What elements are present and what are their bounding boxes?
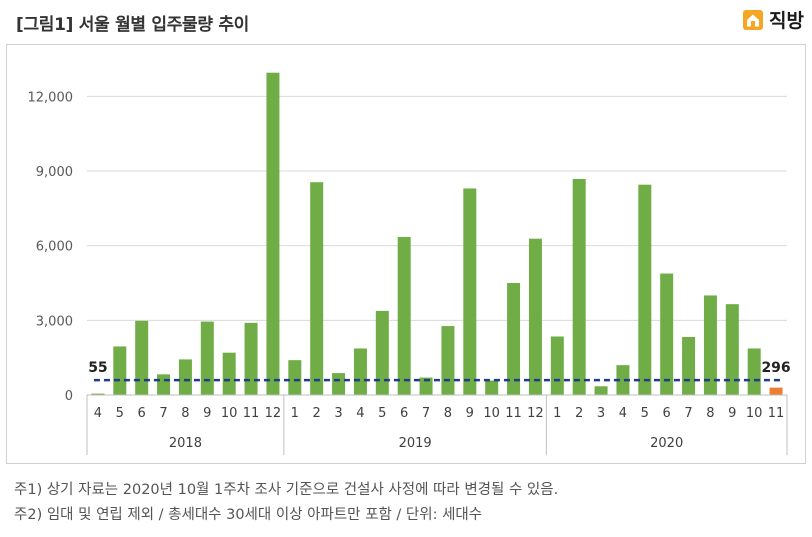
bar bbox=[332, 373, 346, 395]
x-tick-label: 8 bbox=[444, 406, 452, 421]
x-tick-label: 5 bbox=[116, 406, 124, 421]
house-logo-icon bbox=[743, 9, 764, 30]
year-label: 2019 bbox=[399, 436, 432, 451]
x-tick-label: 3 bbox=[597, 406, 605, 421]
bar bbox=[91, 393, 105, 395]
x-tick-label: 1 bbox=[553, 406, 561, 421]
bar bbox=[682, 337, 696, 395]
bar bbox=[769, 387, 783, 395]
chart-title: [그림1] 서울 월별 입주물량 추이 bbox=[16, 15, 250, 35]
x-tick-label: 7 bbox=[684, 406, 692, 421]
x-tick-label: 12 bbox=[527, 406, 544, 421]
bar bbox=[157, 374, 171, 395]
bar bbox=[113, 346, 127, 395]
bar bbox=[528, 238, 542, 395]
brand-logo: 직방 bbox=[742, 6, 804, 33]
bar bbox=[375, 310, 389, 395]
x-tick-label: 6 bbox=[400, 406, 408, 421]
x-tick-label: 6 bbox=[138, 406, 146, 421]
gridlines bbox=[87, 95, 787, 321]
bar bbox=[310, 182, 324, 395]
x-tick-label: 10 bbox=[221, 406, 238, 421]
bar bbox=[288, 360, 302, 395]
bars bbox=[91, 72, 783, 395]
x-tick-label: 10 bbox=[746, 406, 763, 421]
bar bbox=[244, 322, 258, 395]
x-tick-label: 9 bbox=[203, 406, 211, 421]
bar bbox=[441, 326, 455, 395]
x-tick-label: 9 bbox=[728, 406, 736, 421]
y-tick-label: 9,000 bbox=[36, 165, 73, 180]
bar bbox=[725, 304, 739, 395]
x-tick-label: 11 bbox=[243, 406, 260, 421]
x-tick-label: 4 bbox=[94, 406, 102, 421]
x-tick-label: 5 bbox=[378, 406, 386, 421]
chart-panel: 0 3,000 6,000 9,000 12,000 55 296 4 5 6 7 8 9 10 11 1… bbox=[6, 44, 806, 464]
bar bbox=[485, 380, 499, 395]
annotations: 55 296 bbox=[88, 360, 790, 376]
x-tick-label: 4 bbox=[619, 406, 627, 421]
bar bbox=[200, 321, 214, 395]
x-tick-label: 7 bbox=[159, 406, 167, 421]
year-label: 2018 bbox=[169, 436, 202, 451]
bar bbox=[266, 72, 280, 395]
bar bbox=[397, 236, 411, 395]
bar bbox=[353, 348, 367, 395]
annotation-label: 296 bbox=[761, 360, 790, 376]
y-tick-label: 6,000 bbox=[36, 240, 73, 255]
bar bbox=[463, 188, 477, 395]
footnote-2: 주2) 임대 및 연립 제외 / 총세대수 30세대 이상 아파트만 포함 / … bbox=[14, 507, 483, 523]
x-tick-label: 6 bbox=[663, 406, 671, 421]
x-tick-label: 12 bbox=[265, 406, 282, 421]
logo-text: 직방 bbox=[769, 10, 804, 32]
bar bbox=[616, 365, 630, 395]
x-axis: 4 5 6 7 8 9 10 11 12 1 2 3 4 5 6 7 8 9 10 11 12 1 2 3 4 5 6 7 8 9 10 11… bbox=[86, 394, 788, 455]
bar bbox=[178, 359, 192, 395]
bar bbox=[222, 352, 236, 395]
x-tick-label: 11 bbox=[768, 406, 785, 421]
x-tick-label: 8 bbox=[181, 406, 189, 421]
y-axis-ticks: 0 3,000 6,000 9,000 12,000 bbox=[28, 90, 74, 404]
year-label: 2020 bbox=[650, 436, 683, 451]
bar bbox=[747, 348, 761, 395]
y-tick-label: 0 bbox=[65, 389, 73, 404]
x-tick-label: 2 bbox=[313, 406, 321, 421]
y-tick-label: 12,000 bbox=[28, 90, 74, 105]
x-tick-label: 11 bbox=[505, 406, 522, 421]
footnotes: 주1) 상기 자료는 2020년 10월 1주차 조사 기준으로 건설사 사정에… bbox=[14, 478, 558, 528]
annotation-label: 55 bbox=[88, 360, 107, 376]
x-tick-label: 8 bbox=[706, 406, 714, 421]
bar bbox=[419, 377, 433, 395]
x-tick-label: 1 bbox=[291, 406, 299, 421]
bar bbox=[638, 184, 652, 395]
bar bbox=[507, 283, 521, 395]
x-tick-label: 10 bbox=[483, 406, 500, 421]
x-tick-label: 5 bbox=[641, 406, 649, 421]
bar bbox=[135, 320, 149, 395]
x-tick-label: 4 bbox=[356, 406, 364, 421]
bar bbox=[572, 178, 586, 395]
bar bbox=[550, 336, 564, 395]
y-tick-label: 3,000 bbox=[36, 314, 73, 329]
bar bbox=[594, 386, 608, 395]
x-tick-label: 9 bbox=[466, 406, 474, 421]
bar bbox=[660, 273, 674, 395]
x-tick-label: 2 bbox=[575, 406, 583, 421]
x-tick-label: 3 bbox=[334, 406, 342, 421]
bar bbox=[703, 295, 717, 395]
footnote-1: 주1) 상기 자료는 2020년 10월 1주차 조사 기준으로 건설사 사정에… bbox=[14, 482, 559, 498]
x-tick-label: 7 bbox=[422, 406, 430, 421]
